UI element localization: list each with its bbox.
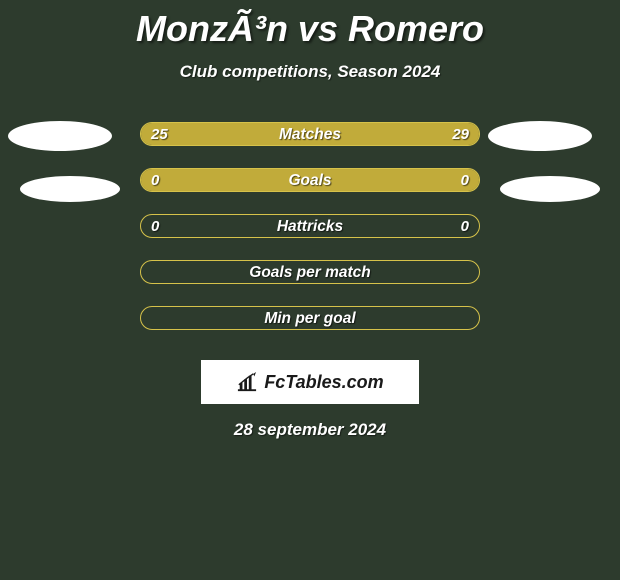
page-title: MonzÃ³n vs Romero xyxy=(0,0,620,50)
stat-bar-track: Min per goal xyxy=(140,306,480,330)
stat-bar-track: 00Hattricks xyxy=(140,214,480,238)
bar-chart-icon xyxy=(236,372,258,392)
stat-rows: 2529Matches 00Goals 00Hattricks Goals per m… xyxy=(0,122,620,352)
player-placeholder xyxy=(500,176,600,202)
stat-row: Min per goal xyxy=(0,306,620,352)
stat-bar-track: 00Goals xyxy=(140,168,480,192)
stat-label: Matches xyxy=(141,126,479,144)
player-placeholder xyxy=(488,121,592,151)
subtitle: Club competitions, Season 2024 xyxy=(0,62,620,82)
stat-row: 00Hattricks xyxy=(0,214,620,260)
brand-logo-box: FcTables.com xyxy=(201,360,419,404)
stat-label: Goals xyxy=(141,172,479,190)
player-placeholder xyxy=(20,176,120,202)
stat-bar-track: 2529Matches xyxy=(140,122,480,146)
player-placeholder xyxy=(8,121,112,151)
stat-label: Min per goal xyxy=(141,310,479,328)
stat-row: Goals per match xyxy=(0,260,620,306)
brand-logo-text: FcTables.com xyxy=(264,372,383,393)
snapshot-date: 28 september 2024 xyxy=(0,420,620,440)
stat-label: Goals per match xyxy=(141,264,479,282)
stat-bar-track: Goals per match xyxy=(140,260,480,284)
stat-label: Hattricks xyxy=(141,218,479,236)
